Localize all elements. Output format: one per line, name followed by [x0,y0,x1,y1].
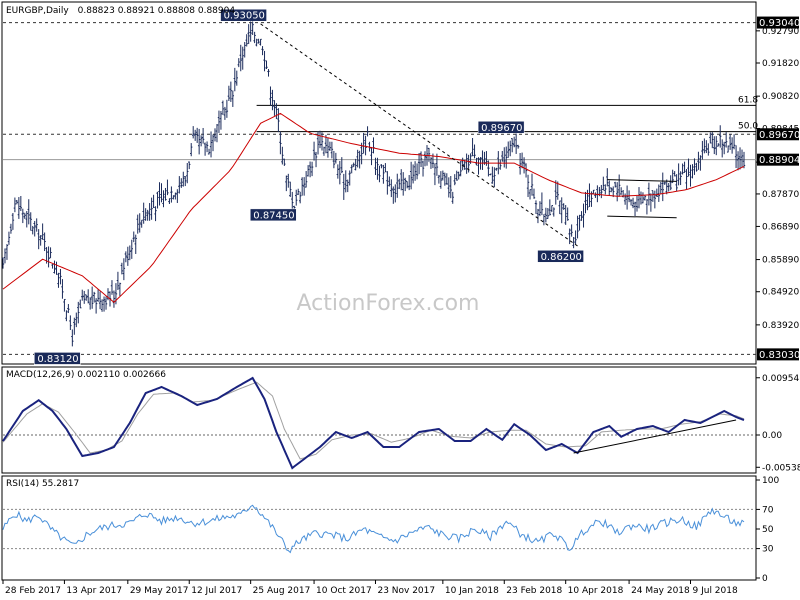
y-tick-label: 0.91820 [762,59,799,69]
level-label: 0.83030 [759,350,800,361]
fib-label: 61.8 [738,95,758,105]
rsi-panel-frame [1,475,757,581]
macd-title: MACD(12,26,9) 0.002110 0.002666 [6,370,166,380]
macd-panel-frame [1,366,757,474]
price-title: EURGBP,Daily 0.88823 0.88921 0.88808 0.8… [6,6,235,16]
level-label-box [757,128,799,141]
y-tick-label: 0.87870 [762,190,799,200]
price-annotation-box [477,121,525,134]
x-tick-label: 29 May 2017 [130,586,189,596]
price-bars [1,19,746,347]
fib-label: 50.0 [738,122,758,132]
price-annotation-label: 0.83120 [37,354,78,365]
y-tick-label: 0.83920 [762,321,799,331]
y-tick-label: 70 [762,505,774,515]
x-tick-label: 25 Aug 2017 [253,586,311,596]
price-annotation-label: 0.87450 [253,210,294,221]
price-annotations: 0.93050 0.87450 0.89670 0.86200 0.83120 [34,8,584,365]
macd-axis: 0.00954 0.00 -0.00538 [756,374,800,473]
x-tick-label: 23 Nov 2017 [377,586,435,596]
level-label-box [757,16,799,29]
y-tick-label: 0.90820 [762,92,799,102]
rsi-lines [2,504,756,554]
y-tick-label: 0 [762,574,768,584]
price-annotation-label: 0.86200 [541,252,582,263]
y-tick-label: 0.86890 [762,222,799,232]
x-tick-label: 24 May 2018 [631,586,690,596]
price-title-symbol: EURGBP,Daily [6,6,69,16]
x-tick-label: 9 Jul 2018 [693,586,738,596]
rsi-axis: 100 70 50 30 0 [756,476,779,584]
x-tick-label: 10 Oct 2017 [316,586,372,596]
price-trendline [260,23,578,247]
y-tick-label: 0.00 [762,431,782,441]
level-label: 0.93040 [759,18,800,29]
channel-line [607,215,677,219]
macd-lines [2,376,756,470]
rsi-title: RSI(14) 55.2817 [6,479,79,489]
x-tick-label: 10 Apr 2018 [568,586,624,596]
macd-signal-line [2,381,745,460]
y-tick-label: 30 [762,545,774,555]
macd-trendline [573,419,737,454]
level-label: 0.89670 [759,130,800,141]
price-channel [607,179,677,219]
rsi-line [2,504,745,554]
x-tick-label: 23 Feb 2018 [506,586,562,596]
y-tick-label: 50 [762,525,774,535]
level-label: 0.88904 [759,155,800,166]
price-annotation-label: 0.93050 [224,11,265,22]
x-tick-label: 28 Feb 2017 [5,586,61,596]
date-axis: 28 Feb 2017 13 Apr 2017 29 May 2017 12 Jul … [2,580,738,596]
price-panel-frame [1,1,757,365]
price-axis: 0.927900.918200.908200.898450.888300.878… [756,27,799,331]
price-annotation-box [34,352,81,365]
level-label-box [757,153,799,166]
price-annotation-box [537,250,584,263]
price-ohlc-readout: 0.88823 0.88921 0.88808 0.88904 [78,6,236,16]
x-tick-label: 13 Apr 2017 [66,586,122,596]
x-tick-label: 10 Jan 2018 [445,586,499,596]
price-annotation-box [220,8,267,22]
price-annotation-label: 0.89670 [481,123,522,134]
y-tick-label: 0.85890 [762,256,799,266]
y-tick-label: 100 [762,476,779,486]
price-levels: 0.93040 0.89670 0.83030 0.88904 61.8 50.0 [3,16,800,361]
y-tick-label: 0.84920 [762,288,799,298]
price-annotation-box [250,208,297,222]
y-tick-label: 0.92790 [762,27,799,37]
channel-line [607,179,677,182]
y-tick-label: 0.00954 [762,374,799,384]
y-tick-label: -0.00538 [762,463,800,473]
macd-main-line [2,376,745,470]
x-tick-label: 12 Jul 2017 [191,586,242,596]
watermark: ActionForex.com [297,291,480,316]
moving-average-line [2,112,745,303]
level-label-box [757,348,799,361]
